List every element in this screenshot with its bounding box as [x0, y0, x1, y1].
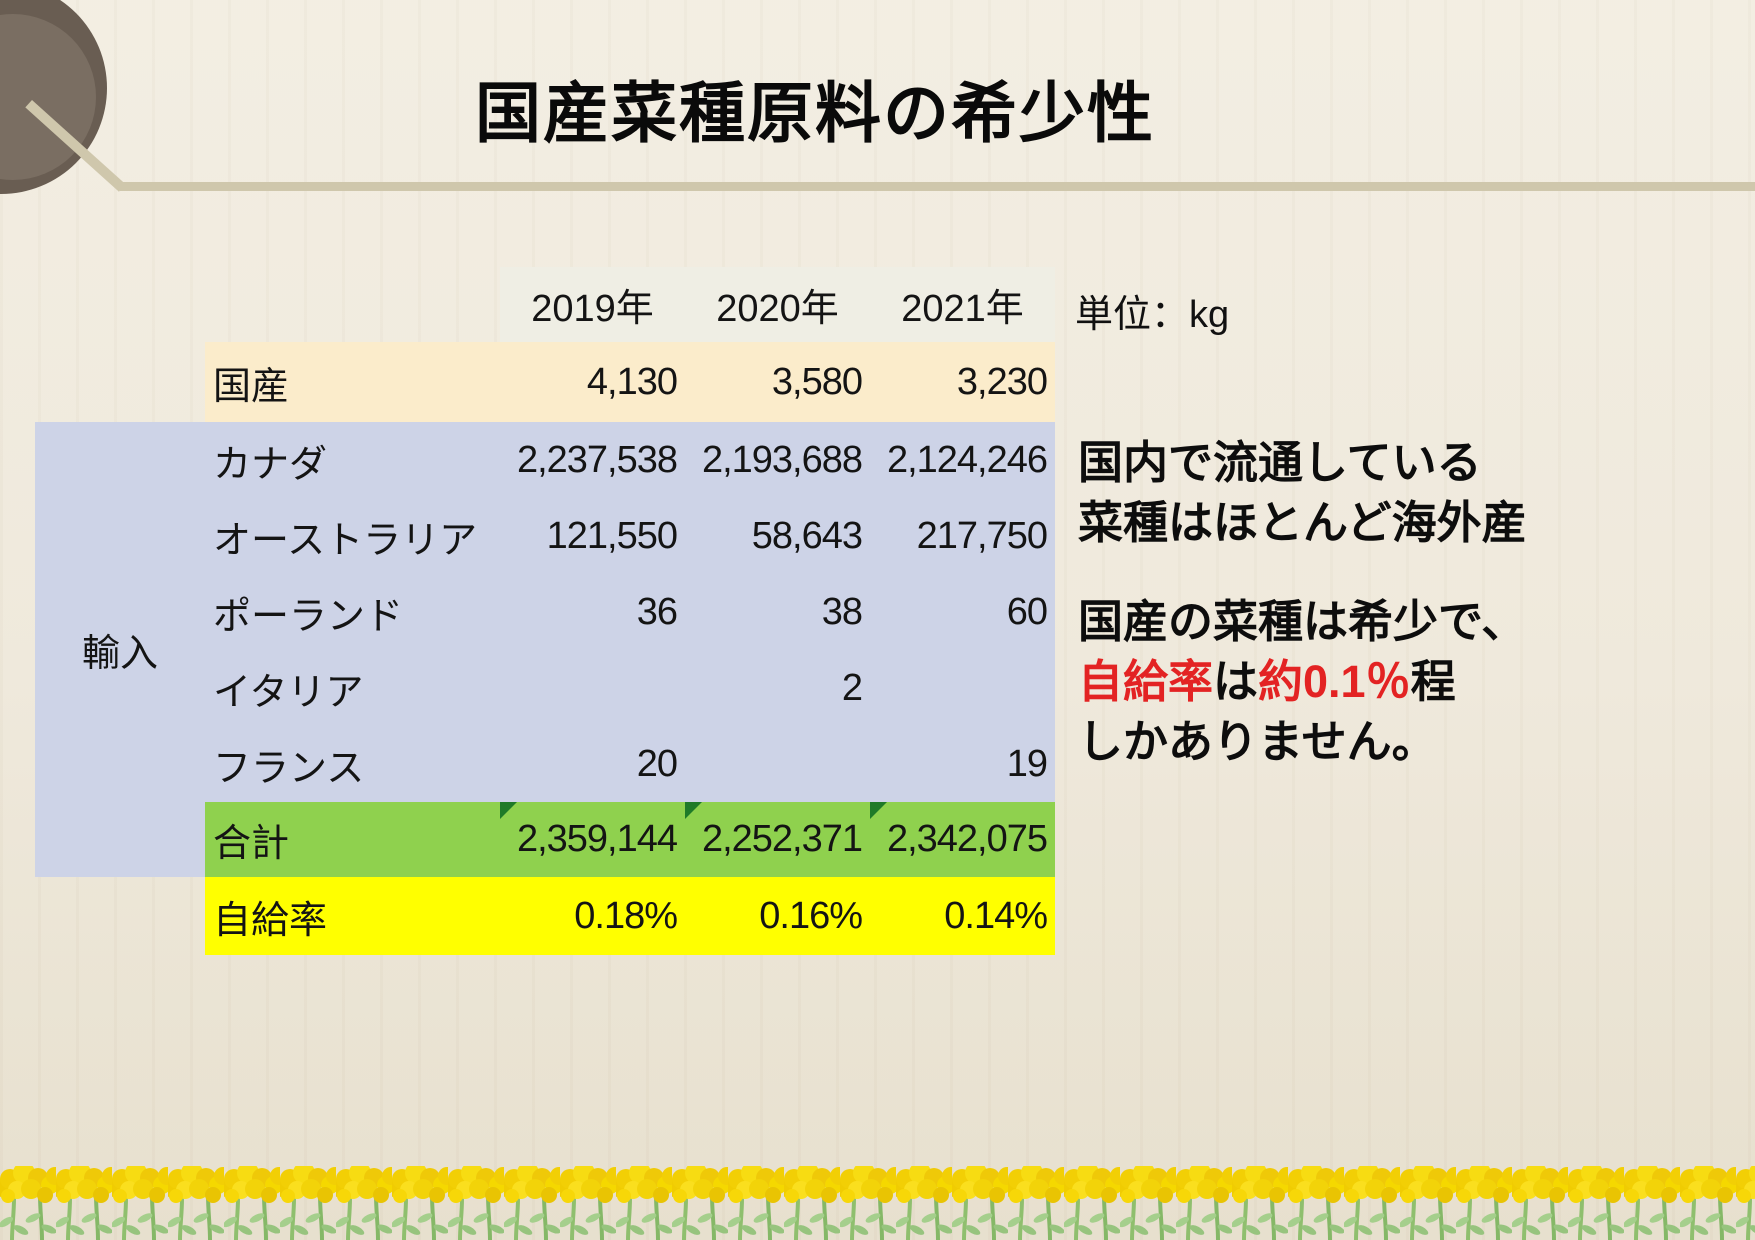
note-rarity: 国産の菜種は希少で、 自給率は約0.1％程 しかありません。 [1078, 592, 1526, 772]
canada-2020-value: 2,193,688 [685, 422, 870, 498]
total-2020-text: 2,252,371 [701, 818, 863, 860]
note-rarity-mid: は [1213, 656, 1259, 707]
corner-triangle-icon [685, 802, 702, 819]
table-row-rate: 自給率 0.18% 0.16% 0.14% [35, 877, 1055, 955]
row-label-domestic: 国産 [205, 342, 500, 422]
note-rarity-line2: 自給率は約0.1％程 [1078, 652, 1526, 712]
note-overseas: 国内で流通している 菜種はほとんど海外産 [1078, 433, 1527, 553]
table-row-italy: イタリア 2 [35, 650, 1055, 726]
france-2020-value [685, 726, 870, 802]
domestic-2020-value: 3,580 [685, 342, 870, 422]
percent-highlight: 約0.1％ [1258, 656, 1411, 707]
row-label-france: フランス [205, 726, 500, 802]
table-row-france: フランス 20 19 [35, 726, 1055, 802]
total-2019-text: 2,359,144 [516, 818, 678, 860]
france-2019-value: 20 [500, 726, 685, 802]
col-header-2021: 2021年 [870, 267, 1055, 342]
rate-2021-value: 0.14% [870, 877, 1055, 955]
rate-2019-value: 0.18% [500, 877, 685, 955]
decor-horizontal-rule [120, 182, 1755, 191]
canada-2019-value: 2,237,538 [500, 422, 685, 498]
col-header-2019: 2019年 [500, 267, 685, 342]
table-row-header: 2019年 2020年 2021年 [35, 267, 1055, 342]
total-2019-value: 2,359,144 [500, 802, 685, 877]
rate-highlight: 自給率 [1078, 656, 1214, 707]
note-overseas-line1: 国内で流通している [1078, 437, 1482, 488]
table-row-canada: 輸入 カナダ 2,237,538 2,193,688 2,124,246 [35, 422, 1055, 877]
spacer-cell [205, 267, 500, 342]
note-overseas-line2: 菜種はほとんど海外産 [1078, 497, 1527, 548]
table-row-poland: ポーランド 36 38 60 [35, 574, 1055, 650]
row-label-poland: ポーランド [205, 574, 500, 650]
page-title: 国産菜種原料の希少性 [475, 76, 1155, 150]
spacer-cell [35, 267, 205, 342]
row-group-import: 輸入 [35, 422, 205, 877]
corner-triangle-icon [870, 802, 887, 819]
note-rarity-line1: 国産の菜種は希少で、 [1078, 596, 1527, 647]
domestic-2019-value: 4,130 [500, 342, 685, 422]
row-label-rate: 自給率 [205, 877, 500, 955]
data-table: 2019年 2020年 2021年 国産 4,130 3,580 3,230 輸… [35, 267, 1055, 955]
note-rarity-tail: 程 [1410, 656, 1456, 707]
poland-2021-value: 60 [870, 574, 1055, 650]
total-2021-value: 2,342,075 [870, 802, 1055, 877]
spacer-cell [35, 342, 205, 422]
col-header-2020: 2020年 [685, 267, 870, 342]
poland-2020-value: 38 [685, 574, 870, 650]
australia-2019-value: 121,550 [500, 498, 685, 574]
spacer-cell [35, 877, 205, 955]
row-label-canada: カナダ [205, 422, 500, 498]
table-row-australia: オーストラリア 121,550 58,643 217,750 [35, 498, 1055, 574]
italy-2020-value: 2 [685, 650, 870, 726]
table-row-total: 合計 2,359,144 2,252,371 2,342,075 [35, 802, 1055, 877]
italy-2021-value [870, 650, 1055, 726]
italy-2019-value [500, 650, 685, 726]
row-label-total: 合計 [205, 802, 500, 877]
row-label-italy: イタリア [205, 650, 500, 726]
rate-2020-value: 0.16% [685, 877, 870, 955]
poland-2019-value: 36 [500, 574, 685, 650]
rapeseed-flower-border [0, 1166, 1755, 1240]
total-2021-text: 2,342,075 [886, 818, 1048, 860]
france-2021-value: 19 [870, 726, 1055, 802]
corner-triangle-icon [500, 802, 517, 819]
canada-2021-value: 2,124,246 [870, 422, 1055, 498]
table-row-domestic: 国産 4,130 3,580 3,230 [35, 342, 1055, 422]
domestic-2021-value: 3,230 [870, 342, 1055, 422]
total-2020-value: 2,252,371 [685, 802, 870, 877]
australia-2021-value: 217,750 [870, 498, 1055, 574]
note-rarity-line3: しかありません。 [1078, 716, 1437, 767]
australia-2020-value: 58,643 [685, 498, 870, 574]
row-label-australia: オーストラリア [205, 498, 500, 574]
unit-label: 単位：kg [1075, 294, 1230, 336]
